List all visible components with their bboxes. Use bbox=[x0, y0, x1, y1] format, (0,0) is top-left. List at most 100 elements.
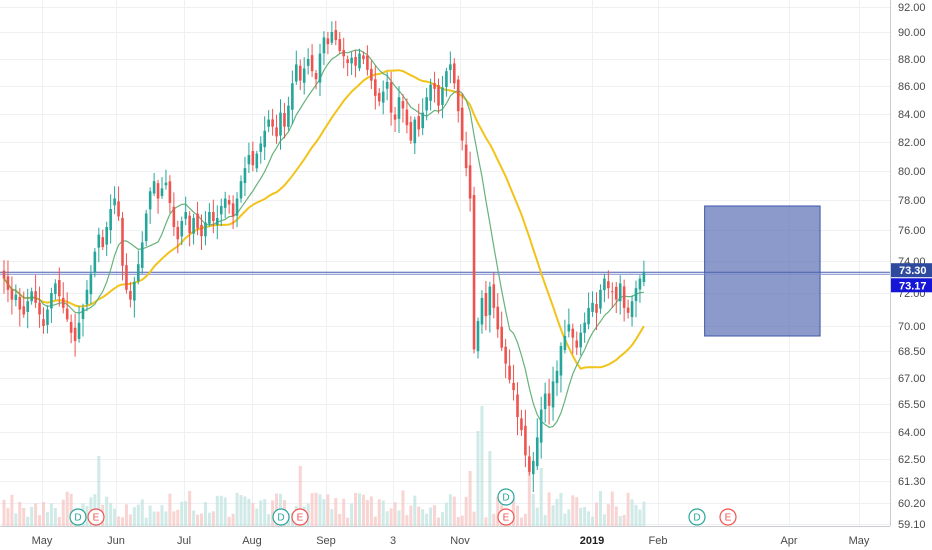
volume-bar bbox=[18, 501, 22, 526]
candle-body bbox=[611, 291, 614, 293]
volume-bar bbox=[164, 511, 168, 526]
candle-body bbox=[247, 155, 251, 165]
candle-body bbox=[583, 322, 586, 333]
candle-body bbox=[231, 203, 235, 217]
candle-body bbox=[204, 222, 207, 237]
candle-body bbox=[81, 307, 85, 320]
candle-body bbox=[508, 365, 511, 380]
volume-bar bbox=[527, 461, 531, 526]
candle-body bbox=[97, 234, 101, 248]
volume-bar bbox=[614, 506, 618, 526]
volume-bar bbox=[369, 496, 373, 526]
earnings-badge-icon[interactable] bbox=[291, 508, 309, 526]
dividend-badge-icon[interactable] bbox=[69, 508, 87, 526]
candle-body bbox=[460, 107, 464, 141]
candle-body bbox=[160, 188, 164, 197]
price-tick-label: 88.00 bbox=[898, 54, 926, 66]
price-tag-label: 73.17 bbox=[899, 280, 927, 292]
candle-body bbox=[200, 224, 203, 237]
candle-body bbox=[370, 68, 373, 81]
dividend-badge-icon[interactable] bbox=[497, 488, 515, 506]
candle-body bbox=[310, 55, 314, 72]
candle-body bbox=[504, 346, 507, 364]
candle-body bbox=[10, 289, 14, 300]
time-tick-label: Feb bbox=[649, 535, 668, 547]
candle-body bbox=[34, 291, 37, 303]
candle-body bbox=[227, 199, 231, 205]
candle-body bbox=[449, 64, 452, 71]
candle-body bbox=[579, 332, 582, 348]
earnings-badge-icon[interactable] bbox=[719, 508, 737, 526]
candle-body bbox=[492, 284, 496, 308]
candle-body bbox=[626, 307, 630, 313]
candle-body bbox=[18, 296, 22, 310]
candle-body bbox=[642, 272, 646, 283]
volume-bar bbox=[480, 406, 484, 526]
volume-bar bbox=[330, 509, 334, 526]
volume-bar bbox=[516, 505, 519, 526]
volume-bar bbox=[440, 512, 444, 526]
volume-bar bbox=[176, 509, 180, 526]
volume-bar bbox=[630, 499, 634, 526]
candle-body bbox=[385, 81, 389, 89]
candle-body bbox=[180, 221, 184, 237]
candle-body bbox=[243, 168, 247, 184]
price-tick-label: 68.50 bbox=[898, 346, 926, 358]
volume-bar bbox=[334, 498, 338, 526]
price-tags: 73.30 73.17 bbox=[891, 263, 932, 293]
volume-bar bbox=[531, 493, 535, 526]
event-badge-letter: E bbox=[725, 513, 732, 524]
candle-body bbox=[192, 218, 195, 234]
volume-bar bbox=[156, 511, 160, 526]
candle-body bbox=[255, 153, 259, 169]
volume-bar bbox=[587, 511, 591, 526]
forecast-rectangle[interactable] bbox=[704, 205, 821, 337]
volume-bar bbox=[113, 508, 117, 526]
volume-bar bbox=[401, 490, 405, 526]
event-badge-letter: E bbox=[503, 513, 510, 524]
candle-body bbox=[381, 91, 385, 103]
candle-body bbox=[109, 209, 112, 231]
volume-bar bbox=[57, 516, 61, 526]
volume-bar bbox=[22, 507, 26, 526]
volume-bar bbox=[200, 513, 203, 526]
price-tick-label: 92.00 bbox=[898, 2, 926, 14]
candle-body bbox=[591, 302, 594, 312]
volume-bar bbox=[543, 514, 547, 526]
volume-bar bbox=[444, 502, 448, 526]
volume-bar bbox=[476, 431, 480, 526]
candle-body bbox=[468, 165, 472, 199]
candle-body bbox=[196, 213, 199, 229]
event-badges[interactable]: D E D EDE D E bbox=[69, 488, 737, 526]
candle-body bbox=[528, 456, 531, 472]
volume-bar bbox=[393, 502, 397, 526]
candle-body bbox=[105, 227, 108, 245]
volume-bar bbox=[519, 517, 523, 526]
volume-bar bbox=[227, 516, 231, 526]
candle-body bbox=[251, 151, 255, 166]
candle-body bbox=[176, 227, 180, 240]
earnings-badge-icon[interactable] bbox=[87, 508, 105, 526]
candle-body bbox=[397, 97, 401, 119]
price-tick-label: 80.00 bbox=[898, 166, 926, 178]
volume-bar bbox=[184, 501, 188, 526]
volume-bar bbox=[121, 517, 124, 526]
candle-body bbox=[480, 297, 484, 325]
dividend-badge-icon[interactable] bbox=[688, 508, 706, 526]
volume-bar bbox=[618, 516, 622, 526]
volume-bar bbox=[448, 494, 452, 526]
time-axis[interactable]: May Jun Jul Aug Sep 3 Nov 2019 Feb Apr May bbox=[0, 526, 890, 548]
forecast-box[interactable] bbox=[704, 205, 821, 337]
earnings-badge-icon[interactable] bbox=[497, 508, 515, 526]
volume-bar bbox=[354, 493, 358, 526]
volume-bar bbox=[385, 511, 389, 526]
volume-bar bbox=[314, 492, 318, 526]
volume-bar bbox=[472, 511, 476, 526]
candle-body bbox=[401, 101, 405, 109]
volume-bar bbox=[215, 495, 219, 526]
price-tag bbox=[891, 278, 932, 293]
candle-body bbox=[453, 63, 456, 84]
dividend-badge-icon[interactable] bbox=[272, 508, 290, 526]
candle-body bbox=[46, 309, 49, 326]
